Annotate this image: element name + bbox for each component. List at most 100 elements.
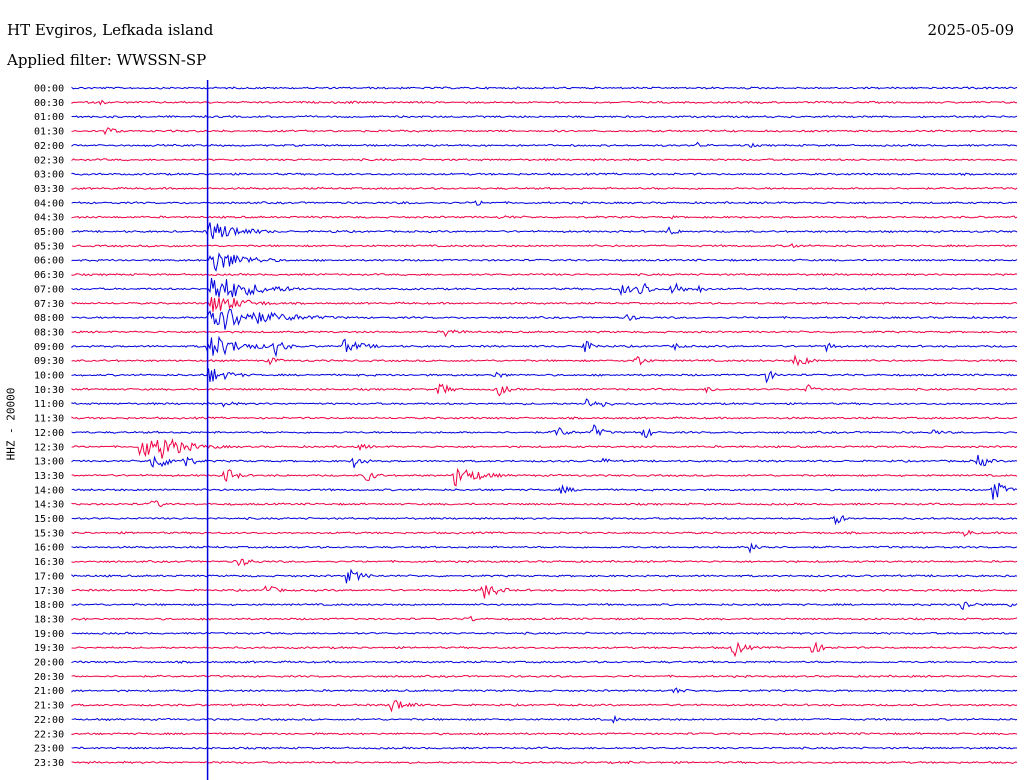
row-time-label: 12:30 xyxy=(34,442,64,453)
row-time-label: 20:30 xyxy=(34,672,64,683)
station-title: HT Evgiros, Lefkada island xyxy=(7,21,214,39)
row-time-label: 14:00 xyxy=(34,485,64,496)
row-time-label: 08:30 xyxy=(34,327,64,338)
trace-line xyxy=(71,297,1018,312)
row-time-label: 05:30 xyxy=(34,241,64,252)
row-time-label: 03:30 xyxy=(34,184,64,195)
trace-line xyxy=(71,542,1018,554)
trace-line xyxy=(71,660,1018,664)
row-time-label: 23:00 xyxy=(34,744,64,755)
trace-line xyxy=(71,760,1018,765)
row-time-label: 04:00 xyxy=(34,198,64,209)
trace-line xyxy=(71,687,1018,694)
trace-line xyxy=(71,631,1018,635)
row-time-label: 17:00 xyxy=(34,571,64,582)
trace-line xyxy=(71,585,1018,599)
row-time-label: 07:00 xyxy=(34,284,64,295)
row-time-label: 09:00 xyxy=(34,342,64,353)
trace-line xyxy=(71,329,1017,338)
date-label: 2025-05-09 xyxy=(927,21,1014,39)
trace-line xyxy=(71,615,1018,622)
trace-line xyxy=(71,222,1018,240)
row-time-label: 22:00 xyxy=(34,715,64,726)
row-time-label: 17:30 xyxy=(34,586,64,597)
row-time-label: 00:30 xyxy=(34,98,64,109)
row-time-label: 08:00 xyxy=(34,313,64,324)
row-time-label: 22:30 xyxy=(34,729,64,740)
row-time-label: 02:00 xyxy=(34,141,64,152)
trace-line xyxy=(71,368,1017,384)
trace-line xyxy=(71,277,1018,298)
trace-line xyxy=(71,558,1018,567)
row-time-label: 23:30 xyxy=(34,758,64,769)
row-time-label: 00:00 xyxy=(34,84,64,95)
trace-line xyxy=(71,714,1018,724)
row-time-label: 15:30 xyxy=(34,528,64,539)
trace-line xyxy=(71,186,1018,191)
row-time-label: 21:30 xyxy=(34,701,64,712)
trace-line xyxy=(71,398,1018,408)
trace-line xyxy=(71,416,1018,420)
trace-line xyxy=(71,529,1018,537)
trace-line xyxy=(71,308,1018,330)
trace-line xyxy=(71,158,1018,162)
trace-line xyxy=(71,127,1018,136)
row-time-label: 10:00 xyxy=(34,371,64,382)
row-time-label: 19:00 xyxy=(34,629,64,640)
trace-line xyxy=(71,482,1018,500)
row-time-label: 19:30 xyxy=(34,643,64,654)
row-time-label: 06:00 xyxy=(34,256,64,267)
trace-line xyxy=(71,500,1018,508)
trace-line xyxy=(71,732,1018,736)
row-time-label: 05:00 xyxy=(34,227,64,238)
trace-line xyxy=(71,86,1018,90)
row-time-label: 01:00 xyxy=(34,112,64,123)
trace-line xyxy=(71,424,1018,439)
trace-line xyxy=(71,514,1018,526)
trace-line xyxy=(71,601,1018,611)
row-time-label: 11:30 xyxy=(34,414,64,425)
row-time-label: 18:00 xyxy=(34,600,64,611)
trace-line xyxy=(71,454,1018,468)
row-time-label: 11:00 xyxy=(34,399,64,410)
row-time-label: 13:00 xyxy=(34,457,64,468)
row-time-label: 13:30 xyxy=(34,471,64,482)
row-time-label: 16:30 xyxy=(34,557,64,568)
row-time-label: 14:30 xyxy=(34,500,64,511)
trace-line xyxy=(71,699,1018,713)
trace-line xyxy=(71,242,1018,248)
row-time-label: 07:30 xyxy=(34,299,64,310)
row-time-label: 06:30 xyxy=(34,270,64,281)
row-time-label: 02:30 xyxy=(34,155,64,166)
row-time-label: 12:00 xyxy=(34,428,64,439)
row-time-label: 18:30 xyxy=(34,614,64,625)
row-time-label: 16:00 xyxy=(34,543,64,554)
trace-line xyxy=(71,272,1018,277)
row-time-label: 10:30 xyxy=(34,385,64,396)
row-time-label: 20:00 xyxy=(34,658,64,669)
trace-line xyxy=(71,215,1018,220)
trace-line xyxy=(71,252,1018,272)
trace-line xyxy=(71,383,1018,397)
trace-line xyxy=(71,674,1018,679)
row-time-label: 15:00 xyxy=(34,514,64,525)
trace-line xyxy=(71,568,1018,584)
row-time-label: 03:00 xyxy=(34,170,64,181)
trace-line xyxy=(71,437,1018,459)
trace-line xyxy=(71,99,1017,106)
row-time-label: 04:30 xyxy=(34,213,64,224)
trace-line xyxy=(71,641,1018,658)
row-time-label: 01:30 xyxy=(34,127,64,138)
trace-line xyxy=(71,141,1018,148)
trace-line xyxy=(71,335,1018,358)
trace-line xyxy=(71,467,1018,487)
trace-line xyxy=(71,746,1017,750)
row-time-label: 09:30 xyxy=(34,356,64,367)
trace-line xyxy=(71,354,1018,367)
trace-line xyxy=(71,172,1018,176)
trace-line xyxy=(71,114,1018,119)
row-time-label: 21:00 xyxy=(34,686,64,697)
filter-label: Applied filter: WWSSN-SP xyxy=(7,51,207,69)
trace-line xyxy=(71,200,1018,206)
